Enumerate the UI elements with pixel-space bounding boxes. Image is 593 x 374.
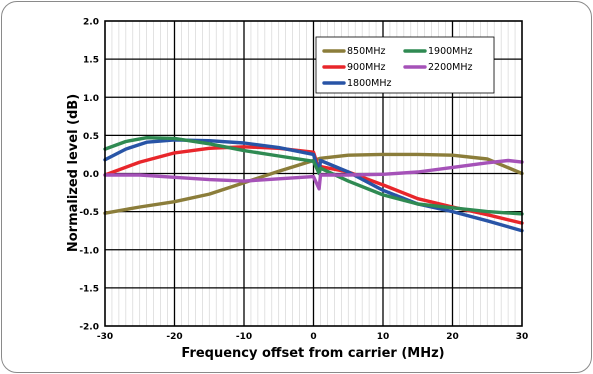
legend-label: 900MHz [347,62,385,73]
x-tick-label: 20 [446,332,459,342]
legend-label: 1800MHz [347,78,392,89]
y-axis-title: Normalized level (dB) [66,94,81,252]
y-tick-label: 1.0 [83,94,99,104]
x-tick-labels: -30 -20 -10 0 10 20 30 [97,332,528,342]
x-tick-label: 10 [377,332,390,342]
x-tick-label: 30 [516,332,529,342]
legend: 850MHz 1900MHz 900MHz 2200MHz 1800MHz [315,36,495,94]
y-tick-label: -1.0 [79,246,99,256]
x-tick-label: -10 [236,332,252,342]
y-tick-label: 0.5 [83,132,99,142]
x-tick-label: -30 [97,332,113,342]
series-line-1900mhz [103,135,524,216]
legend-label: 850MHz [347,46,385,57]
series-layer [103,135,524,233]
y-tick-label: 0.0 [83,170,99,180]
plot-border [104,20,523,327]
y-tick-label: -1.5 [79,284,99,294]
legend-label: 1900MHz [428,46,473,57]
y-tick-label: 1.5 [83,56,99,66]
x-axis-title: Frequency offset from carrier (MHz) [181,346,444,361]
legend-label: 2200MHz [428,62,473,73]
y-tick-label: -2.0 [79,323,99,333]
y-tick-labels: 2.0 1.5 1.0 0.5 0.0 -0.5 -1.0 -1.5 -2.0 [79,18,99,333]
x-tick-label: 0 [310,332,316,342]
y-tick-label: 2.0 [83,18,99,28]
y-tick-label: -0.5 [79,208,99,218]
x-tick-label: -20 [166,332,182,342]
legend-box [315,36,495,94]
series-line-2200mhz [103,158,524,191]
